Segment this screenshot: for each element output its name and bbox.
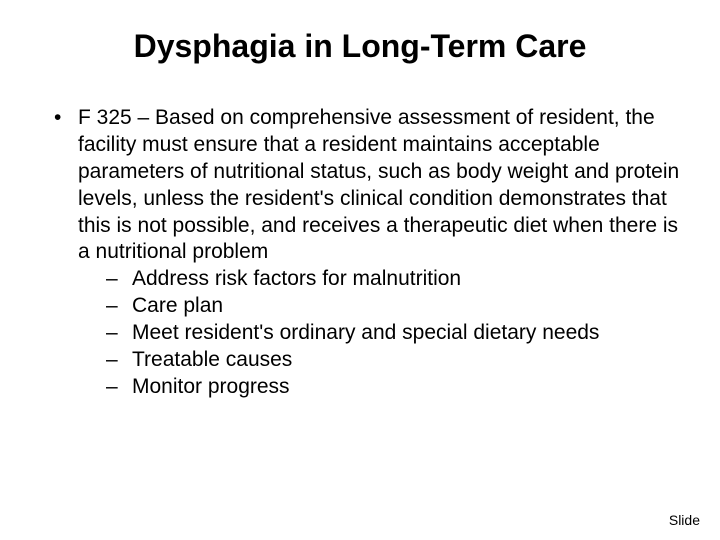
bullet-main: F 325 – Based on comprehensive assessmen…: [50, 105, 680, 401]
sub-bullet: Monitor progress: [106, 374, 680, 401]
slide-body: F 325 – Based on comprehensive assessmen…: [40, 105, 680, 401]
sub-bullet: Meet resident's ordinary and special die…: [106, 320, 680, 347]
sub-bullet: Care plan: [106, 293, 680, 320]
slide-container: Dysphagia in Long-Term Care F 325 – Base…: [0, 0, 720, 540]
slide-title: Dysphagia in Long-Term Care: [40, 28, 680, 65]
bullet-main-text: F 325 – Based on comprehensive assessmen…: [78, 106, 679, 263]
sub-bullet: Address risk factors for malnutrition: [106, 266, 680, 293]
bullet-list-level2: Address risk factors for malnutrition Ca…: [78, 266, 680, 400]
bullet-list-level1: F 325 – Based on comprehensive assessmen…: [50, 105, 680, 401]
slide-footer-label: Slide: [669, 512, 700, 528]
sub-bullet: Treatable causes: [106, 347, 680, 374]
